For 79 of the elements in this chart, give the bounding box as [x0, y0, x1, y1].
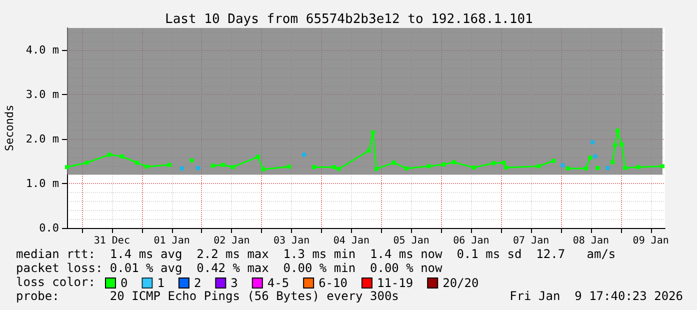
point [190, 158, 194, 162]
point [616, 128, 620, 133]
point [220, 162, 225, 167]
point [492, 161, 496, 166]
legend-label: 3 [230, 276, 238, 290]
point [180, 166, 184, 170]
x-tick-label: 31 Dec [94, 236, 130, 246]
point [120, 154, 124, 158]
point [144, 164, 149, 169]
point [167, 162, 172, 167]
legend-title: loss color: [16, 275, 96, 289]
legend-label: 6-10 [318, 276, 348, 290]
point [452, 160, 456, 164]
legend-label: 1 [157, 276, 164, 290]
text: Fri Jan 9 17:40:23 2026 [510, 289, 683, 303]
x-tick-label: 05 Jan [393, 236, 430, 246]
point [107, 152, 112, 157]
legend-label: 2 [194, 276, 202, 290]
point [552, 158, 556, 163]
point [84, 160, 89, 165]
x-tick-label: 01 Jan [154, 236, 190, 246]
y-tick-label: 3.0 m [26, 88, 60, 102]
text: probe: 20 ICMP Echo Pings (56 Bytes) every 300s [16, 289, 399, 303]
point [560, 163, 565, 168]
y-tick-label: 4.0 m [26, 44, 60, 57]
point [336, 166, 341, 171]
point [620, 142, 624, 146]
x-tick-label: 03 Jan [274, 236, 310, 246]
y-axis-title: Seconds [2, 104, 16, 152]
point [196, 166, 200, 170]
point [472, 166, 476, 170]
point [302, 152, 306, 157]
point [588, 156, 592, 160]
legend-label: 11-19 [376, 276, 414, 290]
point [374, 166, 378, 171]
point [613, 143, 618, 148]
point [636, 165, 640, 170]
point [660, 164, 665, 168]
point [590, 140, 595, 144]
point [404, 166, 408, 170]
point [426, 164, 431, 168]
x-tick-label: 02 Jan [214, 236, 250, 246]
point [230, 165, 235, 170]
y-tick-label: 0.0 [39, 222, 59, 234]
x-tick-label: 04 Jan [333, 236, 370, 246]
point [65, 165, 69, 170]
point [536, 164, 541, 168]
point [623, 166, 628, 170]
point [256, 154, 260, 159]
x-tick-label: 08 Jan [572, 236, 610, 246]
point [210, 164, 215, 168]
text: median rtt: 1.4 ms avg 2.2 ms max 1.3 ms min 1.4 ms now 0.1 ms sd 12.7 am/s [16, 247, 616, 261]
point [134, 160, 139, 165]
point [566, 166, 570, 170]
point [502, 160, 506, 165]
point [610, 160, 615, 164]
point [596, 166, 600, 170]
x-tick-label: 07 Jan [513, 236, 550, 246]
y-tick-label: 2.0 m [26, 132, 60, 146]
point [593, 154, 598, 158]
point [366, 148, 371, 153]
point [287, 164, 292, 169]
y-tick-label: 1.0 m [26, 177, 60, 190]
point [392, 160, 396, 165]
point [442, 162, 446, 166]
point [606, 166, 610, 170]
point [584, 166, 588, 170]
point [332, 165, 336, 170]
point [261, 167, 266, 172]
point [312, 165, 316, 170]
legend-label: 4-5 [267, 276, 290, 290]
legend-label: 0 [120, 276, 128, 290]
point [371, 130, 376, 134]
legend-label: 20/20 [442, 276, 479, 290]
x-tick-label: 06 Jan [453, 236, 490, 246]
chart-title: Last 10 Days from 65574b2b3e12 to 192.168.1.101 [165, 12, 533, 27]
point [504, 166, 508, 170]
text: packet loss: 0.01 % avg 0.42 % max 0.00 % min 0.00 % now [16, 261, 442, 275]
x-tick-label: 09 Jan [632, 236, 669, 246]
